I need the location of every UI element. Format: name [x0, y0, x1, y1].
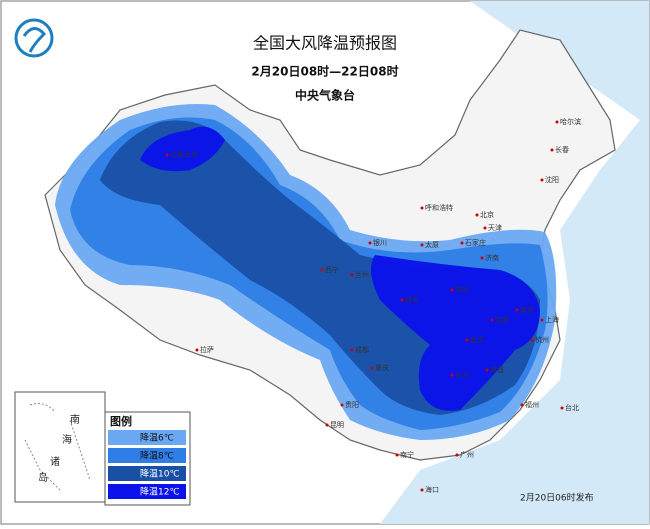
city-dot [320, 268, 324, 272]
city-dot [560, 406, 564, 410]
city-label: 长春 [555, 145, 569, 154]
title: 全国大风降温预报图 [253, 34, 397, 53]
city-dot [370, 366, 374, 370]
city-dot [465, 338, 469, 342]
city-label: 成都 [355, 345, 369, 354]
legend-title: 图例 [110, 414, 132, 428]
city-dot [480, 256, 484, 260]
city-label: 哈尔滨 [560, 117, 581, 126]
city-dot [455, 453, 459, 457]
city-dot [450, 373, 454, 377]
city-dot [515, 308, 519, 312]
city-dot [368, 241, 372, 245]
city-label: 太原 [425, 240, 439, 249]
city-label: 上海 [545, 315, 559, 324]
city-dot [540, 318, 544, 322]
city-label: 拉萨 [200, 345, 214, 354]
city-label: 南宁 [400, 450, 414, 459]
city-label: 石家庄 [465, 238, 486, 247]
city-dot [550, 148, 554, 152]
legend-label: 降温12℃ [140, 486, 180, 498]
legend-swatch [108, 466, 186, 481]
footer: 2月20日06时发布 [520, 492, 594, 504]
legend-label: 降温6℃ [140, 432, 174, 444]
city-dot [520, 403, 524, 407]
city-label: 台北 [565, 403, 579, 412]
city-dot [325, 423, 329, 427]
city-dot [420, 243, 424, 247]
cooling-zone [140, 126, 540, 411]
period: 2月20日08时—22日08时 [251, 64, 398, 79]
legend-swatch [108, 430, 186, 445]
city-dot [420, 206, 424, 210]
city-label: 合肥 [495, 315, 509, 324]
legend-swatch [108, 448, 186, 463]
city-label: 昆明 [330, 421, 344, 429]
city-dot [485, 368, 489, 372]
cooling-zones [55, 104, 557, 440]
city-dot [483, 226, 487, 230]
city-dot [350, 348, 354, 352]
city-label: 呼和浩特 [425, 203, 453, 212]
city-label: 杭州 [535, 335, 549, 344]
legend-label: 降温8℃ [140, 450, 174, 462]
city-label: 济南 [485, 253, 499, 262]
city-dot [340, 403, 344, 407]
legend-label: 降温10℃ [140, 468, 180, 480]
sea [380, 1, 649, 524]
city-label: 天津 [488, 224, 502, 232]
city-label: 郑州 [455, 286, 469, 294]
city-label: 北京 [480, 210, 494, 219]
city-dot [555, 120, 559, 124]
city-dot [450, 288, 454, 292]
city-dot [530, 338, 534, 342]
logo-mark [22, 27, 47, 53]
city-label: 武汉 [470, 335, 484, 344]
city-dot [395, 453, 399, 457]
city-dot [475, 213, 479, 217]
issuer: 中央气象台 [295, 88, 355, 103]
legend-swatch [108, 484, 186, 499]
city-label: 福州 [525, 400, 539, 409]
city-label: 广州 [460, 450, 474, 459]
city-dot [195, 348, 199, 352]
city-dot [490, 318, 494, 322]
inset-label: 诸 [50, 456, 60, 468]
city-label: 重庆 [375, 363, 389, 372]
city-label: 兰州 [355, 270, 369, 279]
inset-box [14, 391, 106, 503]
city-label: 沈阳 [545, 175, 559, 184]
inset-label: 岛 [38, 471, 48, 484]
city-dot [460, 241, 464, 245]
city-dot [400, 298, 404, 302]
logo [14, 18, 54, 58]
inset-label: 南 [70, 413, 80, 426]
city-label: 银川 [373, 238, 387, 247]
city-dot [540, 178, 544, 182]
city-label: 海口 [425, 485, 439, 494]
city-label: 贵阳 [345, 400, 359, 409]
legend: 降温6℃ 降温8℃ 降温10℃ 降温12℃ [108, 430, 186, 499]
inset-label: 海 [62, 433, 72, 446]
city-label: 西宁 [325, 265, 339, 274]
city-label: 南京 [520, 305, 534, 314]
city-dot [165, 153, 169, 157]
city-label: 西安 [405, 295, 419, 304]
city-dot [350, 273, 354, 277]
city-dot [420, 488, 424, 492]
city-label: 长沙 [455, 370, 469, 379]
city-label: 南昌 [490, 365, 504, 374]
inset-lines [24, 403, 91, 491]
city-label: 乌鲁木齐 [170, 150, 198, 159]
